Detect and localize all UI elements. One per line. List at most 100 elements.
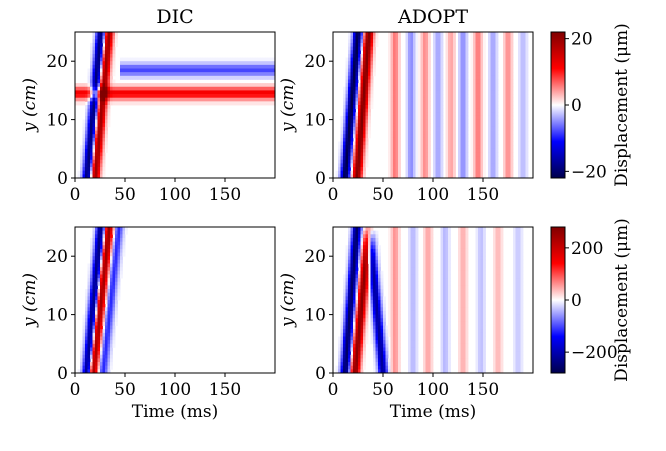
heatmap-cell — [193, 94, 196, 98]
heatmap-cell — [493, 109, 496, 113]
heatmap-cell — [406, 32, 409, 36]
heatmap-cell — [220, 90, 223, 94]
heatmap-cell — [451, 72, 454, 76]
heatmap-cell — [461, 98, 464, 102]
heatmap-cell — [110, 362, 113, 366]
heatmap-cell — [361, 311, 364, 315]
heatmap-cell — [361, 245, 364, 249]
heatmap-cell — [108, 76, 111, 80]
heatmap-cell — [518, 79, 521, 83]
heatmap-cell — [143, 90, 146, 94]
heatmap-cell — [190, 72, 193, 76]
heatmap-cell — [115, 311, 118, 315]
heatmap-cell — [488, 127, 491, 131]
heatmap-cell — [398, 289, 401, 293]
heatmap-cell — [88, 98, 91, 102]
heatmap-cell — [348, 358, 351, 362]
heatmap-cell — [343, 329, 346, 333]
heatmap-cell — [408, 61, 411, 65]
heatmap-cell — [421, 145, 424, 149]
heatmap-cell — [351, 274, 354, 278]
heatmap-cell — [98, 293, 101, 297]
heatmap-cell — [158, 94, 161, 98]
heatmap-cell — [98, 83, 101, 87]
heatmap-cell — [148, 76, 151, 80]
heatmap-cell — [243, 87, 246, 91]
heatmap-cell — [376, 358, 379, 362]
heatmap-cell — [381, 322, 384, 326]
heatmap-cell — [478, 36, 481, 40]
heatmap-cell — [511, 90, 514, 94]
heatmap-cell — [110, 311, 113, 315]
heatmap-cell — [398, 36, 401, 40]
heatmap-cell — [411, 326, 414, 330]
heatmap-cell — [363, 242, 366, 246]
heatmap-cell — [478, 50, 481, 54]
heatmap-cell — [433, 142, 436, 146]
heatmap-cell — [90, 58, 93, 62]
heatmap-cell — [376, 253, 379, 257]
heatmap-cell — [358, 39, 361, 43]
heatmap-cell — [240, 87, 243, 91]
heatmap-cell — [458, 112, 461, 116]
heatmap-cell — [93, 69, 96, 73]
heatmap-cell — [526, 72, 529, 76]
heatmap-cell — [396, 358, 399, 362]
heatmap-cell — [133, 61, 136, 65]
heatmap-cell — [363, 351, 366, 355]
heatmap-cell — [190, 90, 193, 94]
heatmap-cell — [411, 116, 414, 120]
heatmap-cell — [88, 333, 91, 337]
heatmap-cell — [366, 83, 369, 87]
heatmap-cell — [223, 98, 226, 102]
heatmap-cell — [396, 39, 399, 43]
heatmap-cell — [90, 134, 93, 138]
heatmap-cell — [471, 160, 474, 164]
heatmap-cell — [90, 304, 93, 308]
heatmap-cell — [458, 58, 461, 62]
heatmap-cell — [428, 112, 431, 116]
heatmap-cell — [90, 69, 93, 73]
heatmap-cell — [215, 76, 218, 80]
heatmap-cell — [503, 79, 506, 83]
heatmap-cell — [88, 116, 91, 120]
heatmap-cell — [83, 134, 86, 138]
heatmap-cell — [95, 271, 98, 275]
heatmap-cell — [441, 131, 444, 135]
heatmap-cell — [393, 238, 396, 242]
heatmap-cell — [133, 76, 136, 80]
heatmap-cell — [423, 87, 426, 91]
heatmap-cell — [511, 127, 514, 131]
heatmap-cell — [368, 249, 371, 253]
heatmap-cell — [93, 149, 96, 153]
heatmap-cell — [491, 58, 494, 62]
heatmap-cell — [488, 109, 491, 113]
heatmap-cell — [361, 315, 364, 319]
heatmap-cell — [496, 43, 499, 47]
heatmap-cell — [98, 65, 101, 69]
heatmap-cell — [93, 296, 96, 300]
heatmap-cell — [508, 98, 511, 102]
heatmap-cell — [80, 90, 83, 94]
heatmap-cell — [386, 340, 389, 344]
heatmap-cell — [108, 61, 111, 65]
heatmap-cell — [478, 94, 481, 98]
heatmap-cell — [383, 307, 386, 311]
heatmap-cell — [488, 87, 491, 91]
heatmap-cell — [100, 116, 103, 120]
heatmap-cell — [108, 329, 111, 333]
heatmap-cell — [100, 282, 103, 286]
heatmap-cell — [391, 282, 394, 286]
heatmap-cell — [518, 138, 521, 142]
heatmap-cell — [416, 227, 419, 231]
heatmap-cell — [368, 245, 371, 249]
heatmap-cell — [348, 300, 351, 304]
heatmap-cell — [371, 32, 374, 36]
heatmap-cell — [446, 120, 449, 124]
x-axis-label: Time (ms) — [132, 402, 218, 422]
heatmap-cell — [506, 69, 509, 73]
heatmap-cell — [180, 72, 183, 76]
heatmap-cell — [503, 54, 506, 58]
heatmap-cell — [408, 358, 411, 362]
heatmap-cell — [108, 326, 111, 330]
